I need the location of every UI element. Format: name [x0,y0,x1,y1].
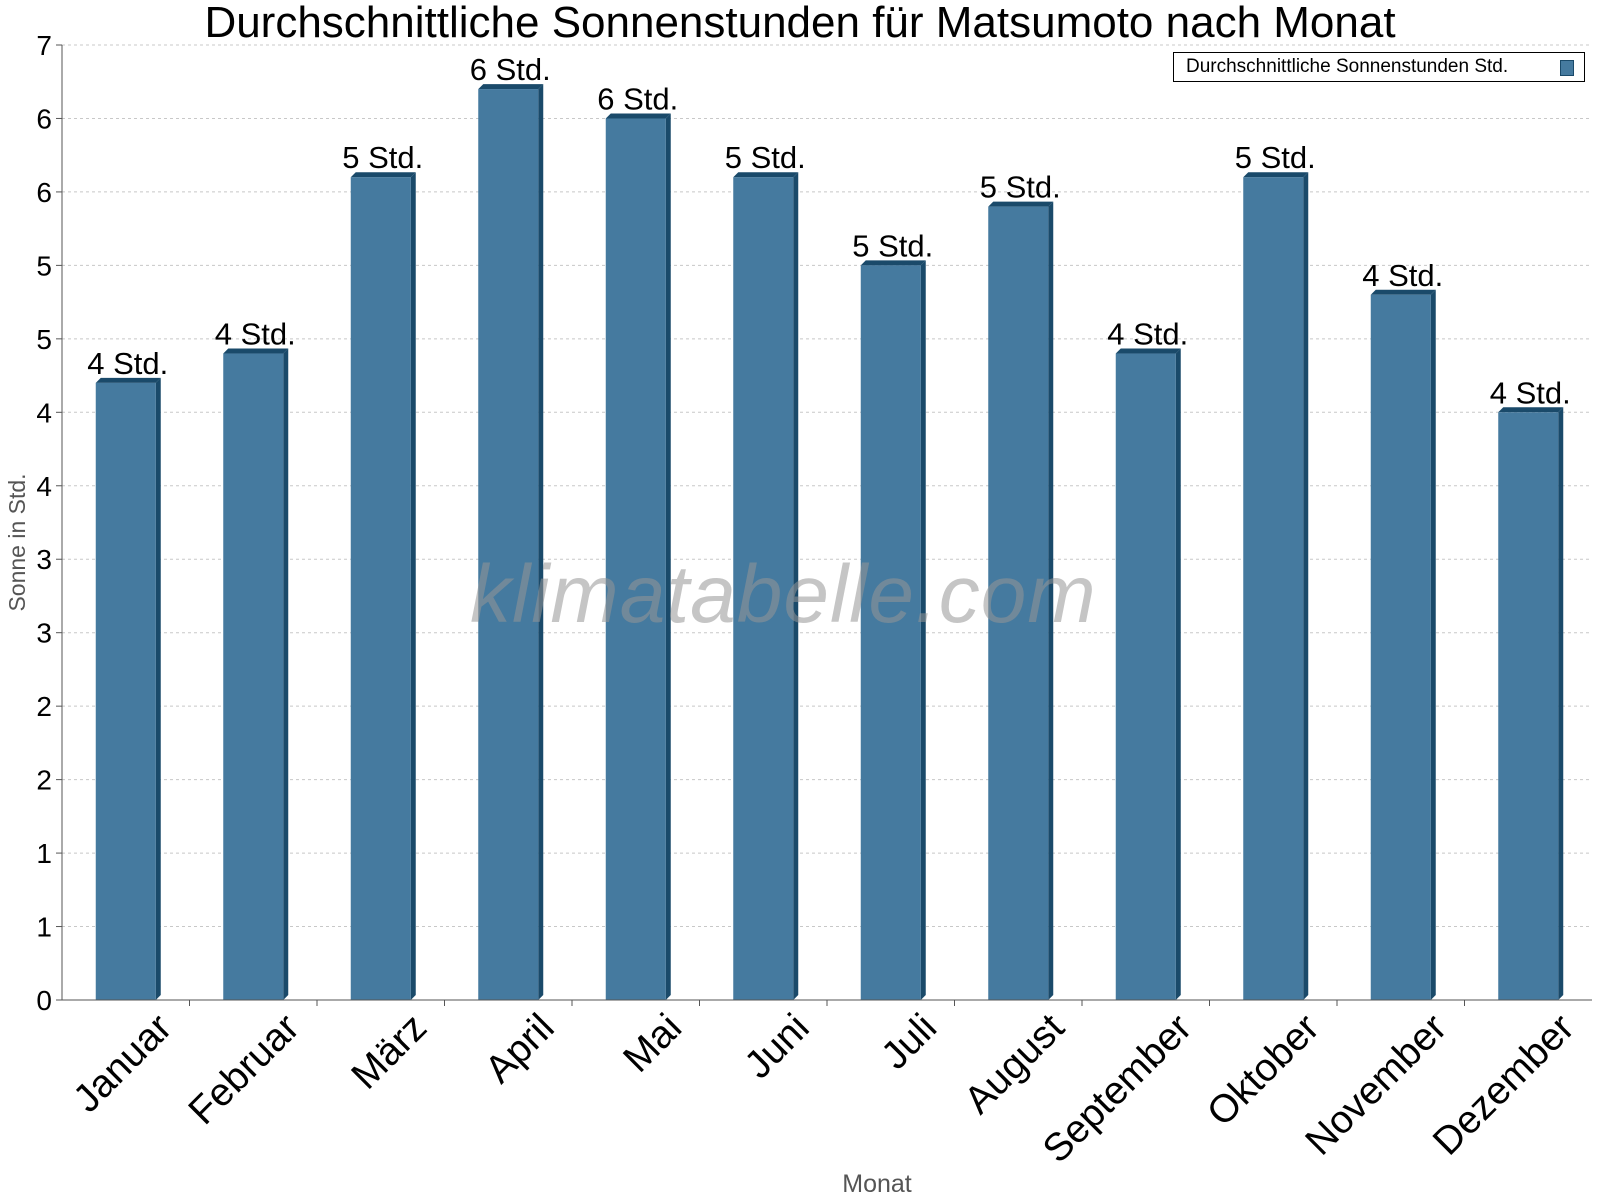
y-tick-label: 1 [36,912,52,943]
y-tick-label: 7 [36,30,52,61]
bar-side [1558,407,1564,1000]
x-tick-label: Januar [65,1006,180,1121]
bar-side [1303,172,1309,1000]
legend-label: Durchschnittliche Sonnenstunden Std. [1186,56,1509,77]
y-tick-label: 4 [36,471,52,502]
bar [1370,294,1431,1000]
bar-value-label: 4 Std. [1362,258,1443,293]
bar-value-label: 4 Std. [1107,317,1188,352]
y-tick-label: 4 [36,397,52,428]
bar-top [860,260,926,266]
bar-top [1370,289,1436,295]
bar-value-label: 5 Std. [980,170,1061,205]
x-tick-label: Februar [181,1006,308,1133]
bar [1115,353,1176,1000]
x-tick-label: April [477,1006,563,1092]
bar-value-label: 4 Std. [87,346,168,381]
bar-side [410,172,416,1000]
bar [350,177,411,1000]
bar-top [223,348,289,354]
bar [478,89,539,1001]
bars [95,84,1564,1001]
bar [1243,177,1304,1000]
grid-lines [62,44,1592,928]
bar-top [350,172,416,178]
bar [95,382,156,1000]
x-tick-label: Oktober [1199,1006,1328,1135]
x-tick-label: Juli [873,1006,945,1078]
bar [988,206,1049,1001]
bar-top [1243,172,1309,178]
x-tick-label: Dezember [1425,1006,1583,1164]
axes [56,44,1592,1006]
bar-side [793,172,799,1000]
bar-value-label: 4 Std. [1490,375,1571,410]
chart-title: Durchschnittliche Sonnenstunden für Mats… [204,0,1396,47]
y-tick-label: 5 [36,324,52,355]
x-axis-title: Monat [842,1170,912,1198]
bar-top [478,84,544,90]
x-tick-label: März [343,1006,435,1098]
bar [605,118,666,1000]
bar-side [665,113,671,1000]
bar-value-label: 5 Std. [1235,140,1316,175]
bar [860,265,921,1000]
bar-top [605,113,671,119]
x-tick-label: Mai [615,1006,690,1081]
bar-value-label: 6 Std. [470,52,551,87]
y-tick-label: 3 [36,618,52,649]
y-tick-label: 2 [36,691,52,722]
bar [223,353,284,1000]
bar-value-label: 5 Std. [342,140,423,175]
legend-swatch [1560,60,1574,76]
bar-side [1430,289,1436,1000]
bar [1498,412,1559,1000]
x-tick-label: Juni [737,1006,818,1087]
bar-side [1048,201,1054,1001]
y-tick-label: 6 [36,103,52,134]
bar-side [538,84,544,1001]
bar-top [988,201,1054,207]
bar-side [283,348,289,1000]
bar-value-label: 5 Std. [852,228,933,263]
bar [733,177,794,1000]
y-tick-label: 0 [36,985,52,1016]
bar-top [1498,407,1564,413]
bar-side [1175,348,1181,1000]
watermark: klimatabelle.com [470,549,1097,640]
x-tick-label: August [956,1006,1072,1122]
bar-side [155,377,161,1000]
y-tick-label: 5 [36,250,52,281]
y-tick-label: 2 [36,765,52,796]
y-tick-label: 6 [36,177,52,208]
bar-value-label: 5 Std. [725,140,806,175]
y-axis-title: Sonne in Std. [4,473,30,611]
bar-side [920,260,926,1000]
y-tick-label: 3 [36,544,52,575]
bar-value-label: 6 Std. [597,81,678,116]
bar-top [733,172,799,178]
bar-top [95,377,161,383]
bar-value-label: 4 Std. [215,317,296,352]
bar-top [1115,348,1181,354]
legend: Durchschnittliche Sonnenstunden Std. [1173,52,1585,82]
y-tick-label: 1 [36,838,52,869]
